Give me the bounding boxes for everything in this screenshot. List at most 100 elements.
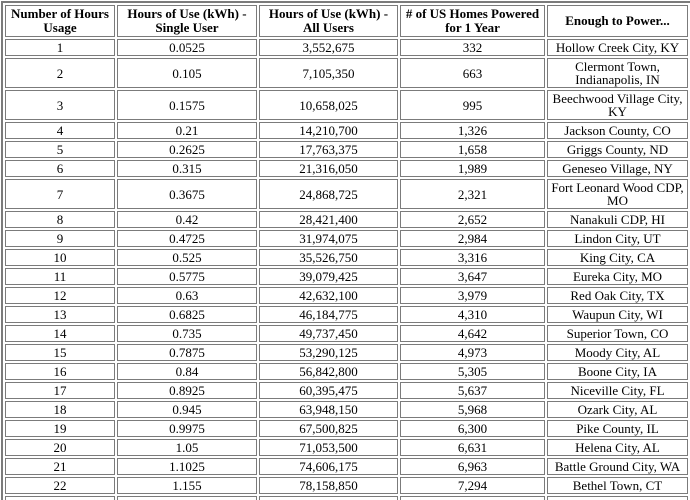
table-cell: 4,973 [400, 344, 545, 361]
table-row: 14 0.735 49,737,450 4,642 Superior Town, CO [5, 325, 688, 342]
table-cell: 0.63 [117, 287, 257, 304]
table-cell: 0.4725 [117, 230, 257, 247]
column-header-single-user: Hours of Use (kWh) - Single User [117, 5, 257, 37]
table-cell: Pike County, IL [547, 420, 688, 437]
table-cell: 0.7875 [117, 344, 257, 361]
table-cell: Moody City, AL [547, 344, 688, 361]
table-cell: Clemmons Village, NC [547, 496, 688, 500]
table-cell: King City, CA [547, 249, 688, 266]
table-row: 18 0.945 63,948,150 5,968 Ozark City, AL [5, 401, 688, 418]
table-row: 11 0.5775 39,079,425 3,647 Eureka City, MO [5, 268, 688, 285]
table-cell: 2,652 [400, 211, 545, 228]
table-cell: 5,968 [400, 401, 545, 418]
table-cell: 17,763,375 [259, 141, 398, 158]
table-cell: 67,500,825 [259, 420, 398, 437]
table-cell: 35,526,750 [259, 249, 398, 266]
table-cell: 10,658,025 [259, 90, 398, 120]
table-cell: Boone City, IA [547, 363, 688, 380]
column-header-homes-powered: # of US Homes Powered for 1 Year [400, 5, 545, 37]
table-cell: 3,979 [400, 287, 545, 304]
table-cell: 4,642 [400, 325, 545, 342]
table-cell: 7,294 [400, 477, 545, 494]
table-cell: 7,105,350 [259, 58, 398, 88]
table-cell: 7,626 [400, 496, 545, 500]
table-cell: 6,631 [400, 439, 545, 456]
table-cell: 81,711,525 [259, 496, 398, 500]
table-body: 1 0.0525 3,552,675 332 Hollow Creek City, KY… [5, 39, 688, 500]
table-cell: 995 [400, 90, 545, 120]
table-cell: Hollow Creek City, KY [547, 39, 688, 56]
table-cell: 7 [5, 179, 115, 209]
table-cell: Jackson County, CO [547, 122, 688, 139]
table-row: 7 0.3675 24,868,725 2,321 Fort Leonard Wood … [5, 179, 688, 209]
table-cell: 0.2625 [117, 141, 257, 158]
table-row: 17 0.8925 60,395,475 5,637 Niceville City, F… [5, 382, 688, 399]
table-cell: 60,395,475 [259, 382, 398, 399]
table-cell: Fort Leonard Wood CDP, MO [547, 179, 688, 209]
table-cell: 46,184,775 [259, 306, 398, 323]
table-cell: Battle Ground City, WA [547, 458, 688, 475]
table-cell: 21,316,050 [259, 160, 398, 177]
table-cell: 78,158,850 [259, 477, 398, 494]
table-cell: 1,658 [400, 141, 545, 158]
table-cell: 0.315 [117, 160, 257, 177]
table-cell: Lindon City, UT [547, 230, 688, 247]
table-cell: 5,637 [400, 382, 545, 399]
table-row: 1 0.0525 3,552,675 332 Hollow Creek City, KY [5, 39, 688, 56]
table-cell: 0.21 [117, 122, 257, 139]
table-row: 3 0.1575 10,658,025 995 Beechwood Village Ci… [5, 90, 688, 120]
table-cell: Bethel Town, CT [547, 477, 688, 494]
table-cell: Nanakuli CDP, HI [547, 211, 688, 228]
table-cell: 4 [5, 122, 115, 139]
table-cell: 1.1025 [117, 458, 257, 475]
table-cell: 21 [5, 458, 115, 475]
table-cell: 71,053,500 [259, 439, 398, 456]
table-cell: 19 [5, 420, 115, 437]
table-row: 13 0.6825 46,184,775 4,310 Waupun City, WI [5, 306, 688, 323]
table-cell: 14,210,700 [259, 122, 398, 139]
table-cell: 10 [5, 249, 115, 266]
table-row: 16 0.84 56,842,800 5,305 Boone City, IA [5, 363, 688, 380]
table-row: 231.207581,711,5257,626Clemmons Village,… [5, 496, 688, 500]
table-cell: 13 [5, 306, 115, 323]
table-cell: 2,321 [400, 179, 545, 209]
table-row: 12 0.63 42,632,100 3,979 Red Oak City, TX [5, 287, 688, 304]
table-cell: 18 [5, 401, 115, 418]
table-cell: 39,079,425 [259, 268, 398, 285]
table-cell: 3,647 [400, 268, 545, 285]
table-cell: 6 [5, 160, 115, 177]
table-row: 8 0.42 28,421,400 2,652 Nanakuli CDP, HI [5, 211, 688, 228]
table-cell: 0.1575 [117, 90, 257, 120]
column-header-hours-usage: Number of Hours Usage [5, 5, 115, 37]
table-cell: 22 [5, 477, 115, 494]
table-cell: 1.155 [117, 477, 257, 494]
table-cell: 1.05 [117, 439, 257, 456]
table-cell: 9 [5, 230, 115, 247]
table-cell: 74,606,175 [259, 458, 398, 475]
table-cell: Geneseo Village, NY [547, 160, 688, 177]
table-cell: 20 [5, 439, 115, 456]
table-cell: 0.84 [117, 363, 257, 380]
table-cell: 1 [5, 39, 115, 56]
table-cell: Clermont Town, Indianapolis, IN [547, 58, 688, 88]
column-header-enough-to-power: Enough to Power... [547, 5, 688, 37]
table-cell: Waupun City, WI [547, 306, 688, 323]
table-cell: 0.9975 [117, 420, 257, 437]
table-cell: 2 [5, 58, 115, 88]
table-cell: 6,963 [400, 458, 545, 475]
table-cell: 28,421,400 [259, 211, 398, 228]
table-cell: 23 [5, 496, 115, 500]
table-cell: 0.42 [117, 211, 257, 228]
table-cell: 53,290,125 [259, 344, 398, 361]
table-cell: 11 [5, 268, 115, 285]
table-cell: 2,984 [400, 230, 545, 247]
table-row: 19 0.9975 67,500,825 6,300 Pike County, IL [5, 420, 688, 437]
table-cell: 42,632,100 [259, 287, 398, 304]
table-cell: 6,300 [400, 420, 545, 437]
table-cell: 0.8925 [117, 382, 257, 399]
table-cell: 3,316 [400, 249, 545, 266]
table-cell: 663 [400, 58, 545, 88]
table-cell: 0.5775 [117, 268, 257, 285]
table-cell: 1,989 [400, 160, 545, 177]
